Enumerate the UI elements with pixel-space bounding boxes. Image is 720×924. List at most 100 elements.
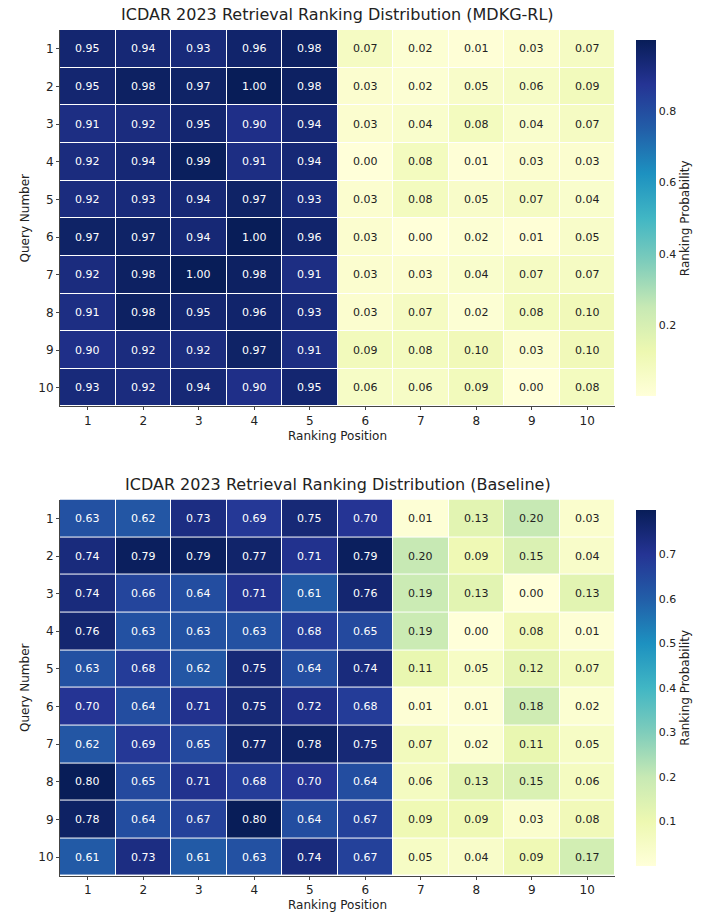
svg-text:0.91: 0.91 bbox=[242, 155, 267, 168]
svg-text:0.01: 0.01 bbox=[464, 155, 489, 168]
svg-text:0.92: 0.92 bbox=[75, 193, 100, 206]
svg-text:0.01: 0.01 bbox=[464, 700, 489, 713]
svg-text:0.03: 0.03 bbox=[353, 118, 378, 131]
svg-text:0.96: 0.96 bbox=[242, 306, 267, 319]
svg-text:0.4: 0.4 bbox=[659, 248, 677, 261]
svg-text:0.99: 0.99 bbox=[186, 155, 211, 168]
svg-text:0.62: 0.62 bbox=[131, 512, 156, 525]
svg-text:0.65: 0.65 bbox=[131, 775, 156, 788]
svg-text:0.07: 0.07 bbox=[408, 306, 433, 319]
svg-text:Query Number: Query Number bbox=[18, 174, 32, 263]
svg-text:0.05: 0.05 bbox=[575, 231, 600, 244]
svg-text:1: 1 bbox=[84, 883, 92, 897]
svg-text:5: 5 bbox=[306, 883, 314, 897]
svg-text:0.62: 0.62 bbox=[75, 738, 100, 751]
svg-text:0.19: 0.19 bbox=[408, 625, 433, 638]
svg-text:0.95: 0.95 bbox=[297, 381, 322, 394]
svg-text:0.94: 0.94 bbox=[297, 118, 322, 131]
svg-text:0.61: 0.61 bbox=[186, 851, 211, 864]
svg-text:0.09: 0.09 bbox=[353, 344, 378, 357]
svg-text:4: 4 bbox=[46, 624, 54, 638]
svg-text:0.02: 0.02 bbox=[408, 42, 433, 55]
svg-text:0.2: 0.2 bbox=[659, 771, 677, 784]
svg-text:0.92: 0.92 bbox=[75, 268, 100, 281]
svg-text:0.08: 0.08 bbox=[519, 306, 544, 319]
svg-text:0.97: 0.97 bbox=[75, 231, 100, 244]
svg-text:Ranking Position: Ranking Position bbox=[288, 898, 387, 912]
svg-text:0.61: 0.61 bbox=[297, 587, 322, 600]
svg-text:6: 6 bbox=[46, 700, 54, 714]
svg-text:2: 2 bbox=[46, 549, 54, 563]
svg-text:0.69: 0.69 bbox=[131, 738, 156, 751]
svg-text:0.93: 0.93 bbox=[186, 42, 211, 55]
svg-text:0.68: 0.68 bbox=[131, 662, 156, 675]
svg-text:0.20: 0.20 bbox=[408, 550, 433, 563]
svg-text:0.95: 0.95 bbox=[186, 306, 211, 319]
svg-text:0.05: 0.05 bbox=[464, 80, 489, 93]
svg-text:1: 1 bbox=[46, 42, 54, 56]
svg-text:Query Number: Query Number bbox=[18, 643, 32, 732]
svg-text:0.00: 0.00 bbox=[353, 155, 378, 168]
svg-text:0.65: 0.65 bbox=[186, 738, 211, 751]
svg-text:0.94: 0.94 bbox=[131, 42, 156, 55]
svg-text:0.63: 0.63 bbox=[186, 625, 211, 638]
svg-text:0.92: 0.92 bbox=[131, 118, 156, 131]
svg-text:3: 3 bbox=[46, 587, 54, 601]
svg-text:0.64: 0.64 bbox=[297, 813, 322, 826]
svg-text:8: 8 bbox=[472, 414, 480, 428]
svg-text:0.73: 0.73 bbox=[186, 512, 211, 525]
svg-text:0.91: 0.91 bbox=[297, 268, 322, 281]
svg-text:0.91: 0.91 bbox=[297, 344, 322, 357]
svg-text:0.03: 0.03 bbox=[353, 306, 378, 319]
svg-text:0.98: 0.98 bbox=[131, 268, 156, 281]
svg-text:0.73: 0.73 bbox=[131, 851, 156, 864]
svg-text:0.79: 0.79 bbox=[186, 550, 211, 563]
svg-text:0.74: 0.74 bbox=[75, 587, 100, 600]
svg-text:0.13: 0.13 bbox=[575, 587, 600, 600]
svg-text:3: 3 bbox=[46, 117, 54, 131]
svg-text:0.75: 0.75 bbox=[353, 738, 378, 751]
svg-text:0.15: 0.15 bbox=[519, 775, 544, 788]
svg-text:0.05: 0.05 bbox=[464, 193, 489, 206]
svg-text:0.96: 0.96 bbox=[297, 231, 322, 244]
svg-text:0.77: 0.77 bbox=[242, 738, 267, 751]
svg-text:Ranking Probability: Ranking Probability bbox=[678, 160, 692, 276]
svg-text:0.94: 0.94 bbox=[186, 381, 211, 394]
svg-text:0.78: 0.78 bbox=[75, 813, 100, 826]
svg-text:0.75: 0.75 bbox=[297, 512, 322, 525]
svg-text:0.76: 0.76 bbox=[353, 587, 378, 600]
svg-text:0.07: 0.07 bbox=[519, 193, 544, 206]
svg-text:0.02: 0.02 bbox=[464, 306, 489, 319]
svg-text:6: 6 bbox=[361, 414, 369, 428]
svg-text:8: 8 bbox=[472, 883, 480, 897]
svg-text:0.04: 0.04 bbox=[464, 851, 489, 864]
svg-text:0.5: 0.5 bbox=[659, 637, 677, 650]
svg-text:0.07: 0.07 bbox=[353, 42, 378, 55]
svg-text:4: 4 bbox=[46, 155, 54, 169]
svg-text:2: 2 bbox=[139, 883, 147, 897]
svg-text:ICDAR 2023 Retrieval Ranking D: ICDAR 2023 Retrieval Ranking Distributio… bbox=[121, 5, 554, 24]
svg-text:6: 6 bbox=[46, 230, 54, 244]
svg-text:2: 2 bbox=[139, 414, 147, 428]
svg-text:0.01: 0.01 bbox=[408, 700, 433, 713]
svg-text:0.00: 0.00 bbox=[464, 625, 489, 638]
svg-text:0.70: 0.70 bbox=[353, 512, 378, 525]
svg-text:0.08: 0.08 bbox=[408, 193, 433, 206]
svg-text:10: 10 bbox=[38, 381, 53, 395]
svg-text:0.91: 0.91 bbox=[75, 118, 100, 131]
svg-text:0.94: 0.94 bbox=[131, 155, 156, 168]
svg-text:0.95: 0.95 bbox=[75, 80, 100, 93]
svg-text:8: 8 bbox=[46, 775, 54, 789]
svg-text:9: 9 bbox=[46, 343, 54, 357]
svg-text:0.03: 0.03 bbox=[519, 813, 544, 826]
svg-text:0.64: 0.64 bbox=[131, 813, 156, 826]
svg-text:0.64: 0.64 bbox=[353, 775, 378, 788]
svg-text:0.70: 0.70 bbox=[75, 700, 100, 713]
svg-text:0.07: 0.07 bbox=[519, 268, 544, 281]
svg-text:4: 4 bbox=[250, 414, 258, 428]
svg-text:0.93: 0.93 bbox=[297, 193, 322, 206]
svg-text:0.11: 0.11 bbox=[519, 738, 544, 751]
svg-text:6: 6 bbox=[361, 883, 369, 897]
svg-text:0.93: 0.93 bbox=[131, 193, 156, 206]
svg-text:0.09: 0.09 bbox=[408, 813, 433, 826]
